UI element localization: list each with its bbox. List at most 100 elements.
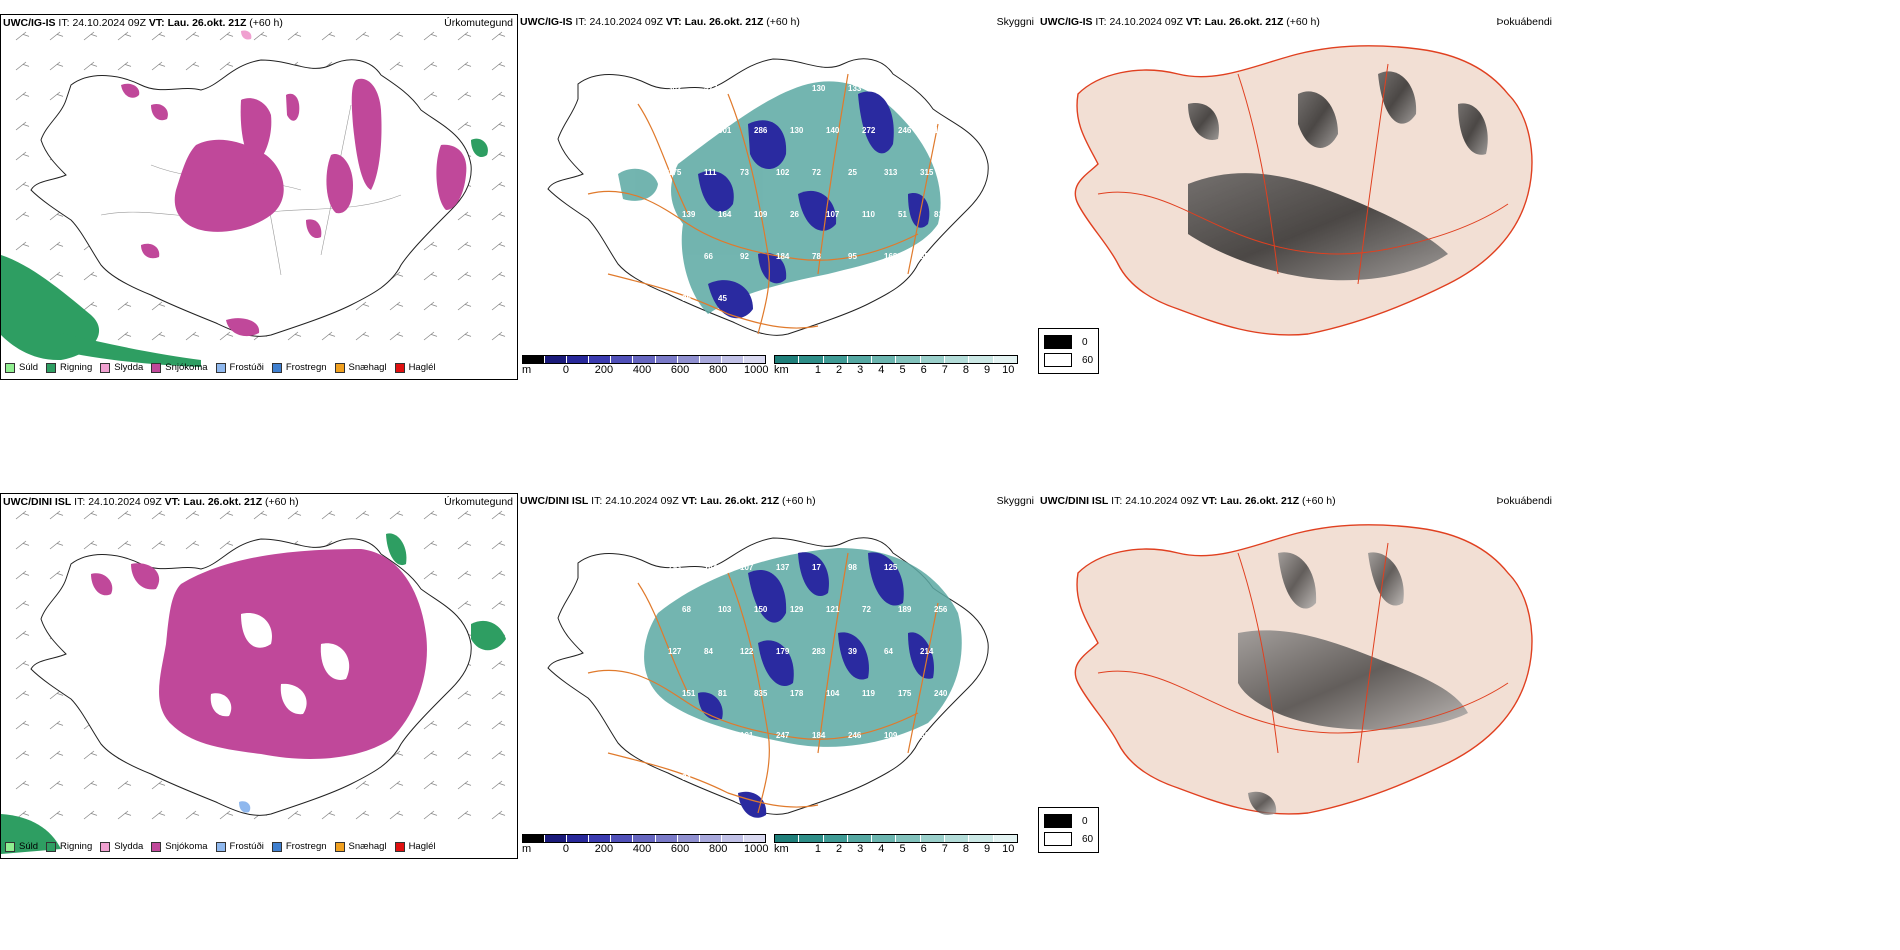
colorbar-tick: 9 bbox=[984, 364, 991, 376]
colorbar-cell bbox=[823, 835, 848, 842]
legend-label: Slydda bbox=[114, 841, 144, 852]
wind-barb bbox=[491, 211, 506, 221]
colorbar-tick: 600 bbox=[670, 843, 690, 855]
wind-barb bbox=[117, 31, 132, 41]
wind-barb bbox=[457, 750, 472, 760]
wind-barb bbox=[423, 720, 438, 730]
visibility-panel-top: UWC/IG-IS IT: 24.10.2024 09Z VT: Lau. 26… bbox=[518, 14, 1038, 380]
legend-swatch bbox=[151, 362, 162, 373]
visibility-label: 110 bbox=[862, 210, 875, 219]
wind-barb bbox=[457, 301, 472, 311]
visibility-label: 73 bbox=[740, 168, 749, 177]
colorbar-tick: 1000 bbox=[743, 364, 769, 376]
visibility-label: 81 bbox=[920, 731, 929, 740]
legend-swatch bbox=[215, 841, 226, 852]
colorbar-cell bbox=[545, 835, 568, 842]
legend-label: Frostregn bbox=[285, 841, 327, 852]
visibility-label: 119 bbox=[862, 689, 875, 698]
legend-label: Snæhagl bbox=[348, 362, 387, 373]
legend-swatch bbox=[334, 841, 345, 852]
colorbar-tick: 200 bbox=[594, 843, 614, 855]
visibility-label: 1688 bbox=[884, 252, 902, 261]
wind-barb bbox=[491, 31, 506, 41]
colorbar-tick: 5 bbox=[899, 364, 906, 376]
wind-barb bbox=[457, 211, 472, 221]
wind-barb bbox=[321, 510, 336, 520]
wind-barb bbox=[117, 540, 132, 550]
visibility-label: 103 bbox=[718, 605, 732, 614]
precip-map-top bbox=[1, 30, 506, 367]
wind-barb bbox=[491, 690, 506, 700]
legend-label: Frostúði bbox=[229, 362, 264, 373]
visibility-label: 77 bbox=[718, 773, 727, 782]
wind-barb bbox=[457, 540, 472, 550]
visibility-label: 109 bbox=[884, 731, 898, 740]
legend-item: Frostregn bbox=[271, 841, 327, 852]
legend-label: Rigning bbox=[60, 841, 93, 852]
visibility-label: 46 bbox=[790, 294, 799, 303]
legend-item: Rigning bbox=[46, 841, 92, 852]
wind-barb bbox=[15, 660, 30, 670]
wind-barb bbox=[491, 510, 506, 520]
wind-barb bbox=[457, 510, 472, 520]
wind-barb bbox=[185, 31, 200, 41]
legend-swatch bbox=[46, 362, 57, 373]
visibility-label: 240 bbox=[934, 689, 948, 698]
fog-key-label: 0 bbox=[1082, 815, 1088, 827]
product-type-label: Úrkomutegund bbox=[444, 496, 513, 508]
colorbar-tick: 2 bbox=[836, 843, 843, 855]
wind-barb bbox=[15, 780, 30, 790]
road-network bbox=[587, 552, 939, 814]
colorbar-tick: 0 bbox=[562, 843, 569, 855]
visibility-label: 45 bbox=[718, 294, 727, 303]
precip-panel-bottom: UWC/DINI ISL IT: 24.10.2024 09Z VT: Lau.… bbox=[0, 493, 518, 859]
visibility-label: 125 bbox=[884, 563, 898, 572]
legend-item: Slydda bbox=[100, 362, 143, 373]
visibility-label: 102 bbox=[776, 168, 790, 177]
wind-barb bbox=[457, 31, 472, 41]
fog-key-label: 60 bbox=[1082, 354, 1094, 366]
legend-label: Súld bbox=[19, 362, 39, 373]
product-type-label: Úrkomutegund bbox=[444, 17, 513, 29]
colorbar-tick: 800 bbox=[708, 364, 728, 376]
wind-barb bbox=[15, 211, 30, 221]
wind-barb bbox=[423, 810, 438, 820]
legend-label: Snæhagl bbox=[348, 841, 387, 852]
fog-key-row: 60 bbox=[1044, 351, 1093, 369]
product-type-label: Skyggni bbox=[996, 495, 1034, 507]
wind-barb bbox=[83, 810, 98, 820]
fog-key-row: 60 bbox=[1044, 830, 1093, 848]
visibility-label: 175 bbox=[668, 168, 682, 177]
wind-barb bbox=[83, 510, 98, 520]
colorbar-cell bbox=[677, 356, 700, 363]
colorbar-cell bbox=[872, 356, 897, 363]
wind-barb bbox=[219, 331, 234, 341]
wind-barb bbox=[457, 331, 472, 341]
legend-label: Slydda bbox=[114, 362, 144, 373]
legend-label: Haglél bbox=[408, 362, 436, 373]
colorbar-tick: 1000 bbox=[743, 843, 769, 855]
legend-swatch bbox=[5, 841, 15, 852]
fog-key-row: 0 bbox=[1044, 333, 1093, 351]
legend-label: Snjókoma bbox=[165, 362, 208, 373]
colorbar-cell bbox=[611, 356, 634, 363]
colorbar-unit: m bbox=[522, 843, 532, 855]
legend-swatch bbox=[334, 362, 345, 373]
rain-area bbox=[471, 620, 506, 651]
visibility-label: 127 bbox=[668, 647, 682, 656]
visibility-label: 256 bbox=[934, 605, 948, 614]
legend-item: Snæhagl bbox=[334, 362, 387, 373]
precip-legend: Súld Rigning Slydda Snjókoma Frostúði Frostre… bbox=[5, 362, 436, 373]
wind-barb bbox=[423, 91, 438, 101]
wind-barb bbox=[15, 510, 30, 520]
visibility-label: 111 bbox=[704, 168, 717, 177]
visibility-scale-km: km 1 2 3 4 5 6 7 8 9 10 bbox=[774, 355, 1018, 378]
visibility-label: 72 bbox=[812, 168, 821, 177]
road-network bbox=[587, 73, 939, 335]
fog-key-label: 60 bbox=[1082, 833, 1094, 845]
legend-label: Frostregn bbox=[285, 362, 327, 373]
precip-panel-top: UWC/IG-IS IT: 24.10.2024 09Z VT: Lau. 26… bbox=[0, 14, 518, 380]
visibility-panel-bottom: UWC/DINI ISL IT: 24.10.2024 09Z VT: Lau.… bbox=[518, 493, 1038, 859]
visibility-label: 146 bbox=[776, 84, 790, 93]
colorbar-cell bbox=[743, 835, 766, 842]
